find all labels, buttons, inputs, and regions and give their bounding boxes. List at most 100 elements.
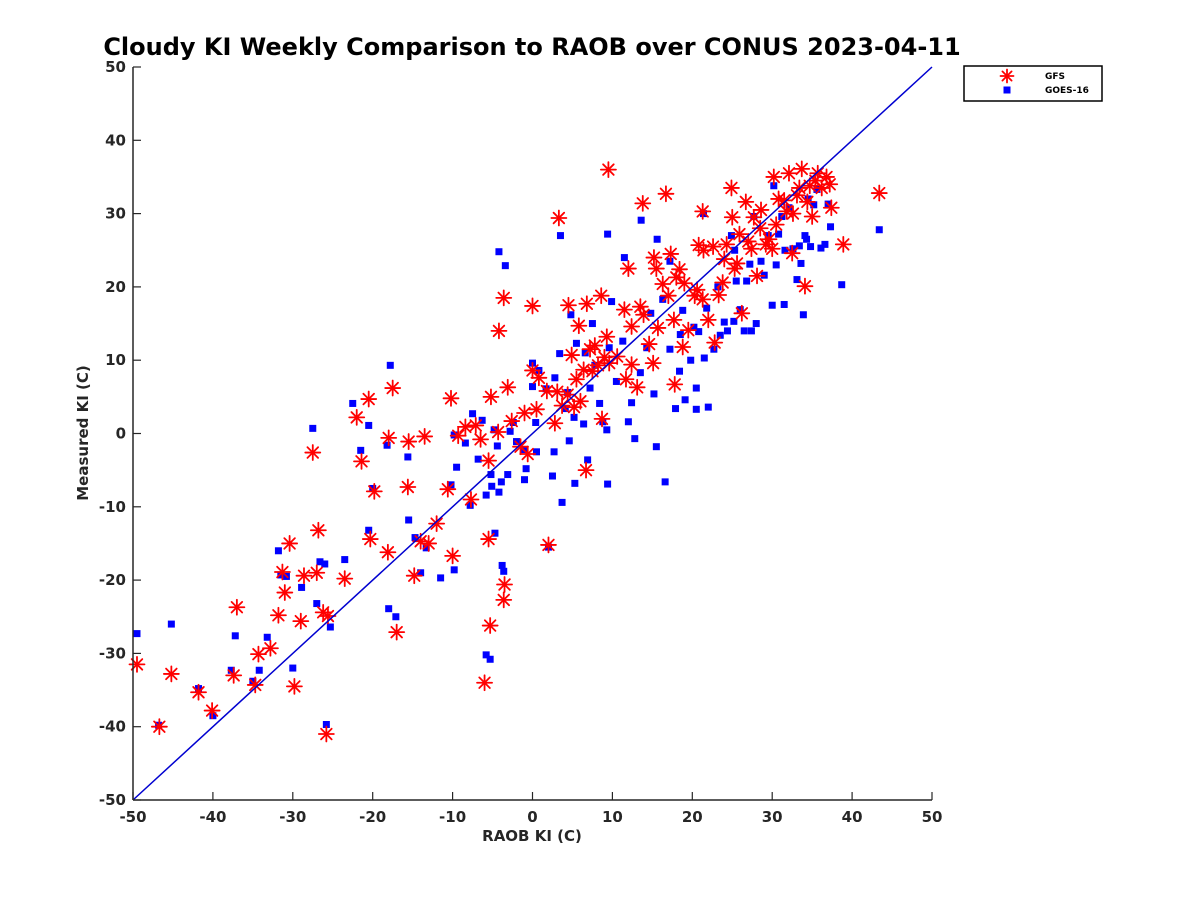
goes16-point bbox=[482, 651, 490, 659]
gfs-point bbox=[495, 289, 513, 307]
gfs-point bbox=[203, 702, 221, 719]
goes16-point bbox=[676, 367, 684, 375]
gfs-point bbox=[589, 356, 607, 374]
goes16-point bbox=[487, 471, 495, 479]
gfs-point bbox=[400, 433, 418, 450]
gfs-point bbox=[798, 193, 816, 211]
x-tick-label: 50 bbox=[922, 808, 943, 826]
goes16-point bbox=[550, 448, 558, 456]
gfs-point bbox=[723, 208, 741, 226]
goes16-point bbox=[681, 396, 689, 404]
x-axis-label: RAOB KI (C) bbox=[482, 827, 582, 845]
gfs-point bbox=[578, 295, 596, 313]
gfs-point bbox=[379, 543, 397, 561]
goes16-point bbox=[752, 320, 760, 328]
x-tick-label: 40 bbox=[842, 808, 863, 826]
goes16-point bbox=[231, 632, 239, 640]
gfs-point bbox=[615, 301, 633, 319]
gfs-point bbox=[295, 567, 313, 585]
y-tick-label: -40 bbox=[99, 718, 126, 736]
goes16-point bbox=[490, 426, 498, 434]
gfs-point bbox=[675, 274, 693, 292]
gfs-point bbox=[763, 240, 781, 258]
goes16-point bbox=[567, 311, 575, 319]
gfs-point bbox=[388, 623, 406, 641]
gfs-point bbox=[128, 655, 146, 673]
gfs-point bbox=[360, 390, 378, 408]
legend-box bbox=[963, 65, 1103, 102]
gfs-point bbox=[274, 563, 291, 581]
goes16-point bbox=[404, 453, 412, 461]
goes16-point bbox=[770, 182, 778, 190]
y-tick-label: -50 bbox=[99, 791, 126, 809]
gfs-point bbox=[353, 452, 370, 470]
goes16-point bbox=[672, 405, 680, 413]
gfs-point bbox=[780, 164, 798, 182]
goes16-point bbox=[326, 623, 334, 631]
goes16-point bbox=[321, 560, 329, 568]
gfs-point bbox=[482, 388, 500, 406]
goes16-point bbox=[556, 232, 564, 240]
gfs-point bbox=[540, 536, 557, 554]
goes16-point bbox=[676, 331, 684, 339]
goes16-point bbox=[500, 567, 508, 575]
goes16-point bbox=[558, 498, 566, 506]
gfs-point bbox=[778, 203, 795, 220]
gfs-point bbox=[619, 260, 637, 277]
gfs-point bbox=[524, 297, 541, 315]
gfs-point bbox=[821, 175, 839, 193]
goes16-point bbox=[768, 301, 776, 309]
goes16-point bbox=[385, 605, 393, 613]
gfs-point bbox=[743, 240, 760, 258]
goes16-point bbox=[417, 569, 425, 577]
gfs-point bbox=[225, 666, 243, 684]
gfs-point bbox=[304, 444, 322, 461]
goes16-point bbox=[799, 311, 807, 319]
goes16-point bbox=[612, 377, 620, 385]
goes16-point bbox=[810, 201, 818, 209]
goes16-point bbox=[604, 230, 612, 238]
gfs-point bbox=[662, 245, 680, 263]
goes16-point bbox=[357, 446, 365, 454]
y-tick-label: -20 bbox=[99, 571, 126, 589]
goes16-point bbox=[588, 320, 596, 328]
goes16-point bbox=[322, 721, 330, 729]
goes16-point bbox=[450, 566, 458, 574]
x-tick-label: -20 bbox=[359, 808, 386, 826]
goes16-point bbox=[580, 420, 588, 428]
goes16-point bbox=[666, 345, 674, 353]
y-axis-ticks: -50 -40 -30 -20 -10 0 10 20 30 40 50 bbox=[99, 58, 141, 809]
x-tick-label: 30 bbox=[762, 808, 783, 826]
goes16-point bbox=[551, 374, 559, 382]
gfs-point bbox=[456, 418, 474, 436]
goes16-point bbox=[736, 306, 744, 314]
goes16-point bbox=[491, 529, 499, 537]
gfs-point bbox=[694, 290, 712, 308]
data-points bbox=[128, 160, 888, 743]
gfs-point bbox=[348, 408, 366, 426]
goes16-point bbox=[652, 443, 660, 451]
gfs-point bbox=[634, 194, 652, 212]
goes16-point bbox=[605, 344, 613, 352]
gfs-point bbox=[568, 370, 585, 388]
goes16-point bbox=[596, 399, 604, 407]
goes16-point bbox=[692, 405, 700, 413]
legend-gfs-marker bbox=[999, 68, 1015, 84]
goes16-point bbox=[556, 350, 564, 358]
gfs-point bbox=[644, 354, 662, 372]
gfs-point bbox=[548, 383, 566, 401]
goes16-point bbox=[775, 230, 783, 238]
goes16-point bbox=[679, 306, 687, 314]
y-tick-label: 0 bbox=[116, 425, 126, 443]
gfs-point bbox=[481, 617, 499, 634]
gfs-point bbox=[733, 304, 751, 322]
goes16-point bbox=[411, 534, 419, 542]
goes16-point bbox=[529, 383, 536, 391]
goes16-point bbox=[723, 327, 731, 335]
gfs-point bbox=[640, 335, 658, 353]
gfs-point bbox=[737, 193, 755, 211]
goes16-point bbox=[298, 583, 306, 591]
gfs-point bbox=[586, 337, 604, 354]
gfs-point bbox=[723, 179, 740, 197]
gfs-point bbox=[444, 547, 462, 565]
